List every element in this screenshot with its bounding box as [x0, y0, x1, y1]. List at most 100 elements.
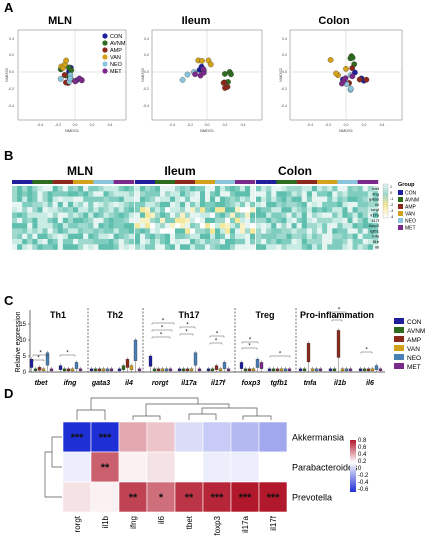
box	[378, 368, 383, 372]
heatmap-cell	[37, 186, 43, 192]
heatmap-cell	[301, 201, 308, 208]
box	[275, 368, 280, 372]
heatmap-cell	[301, 191, 308, 197]
heatmap-cell	[185, 217, 191, 224]
heatmap-cell	[190, 207, 196, 213]
heatmap-cell	[135, 201, 141, 208]
heatmap-cell	[113, 201, 119, 208]
heatmap-cell	[296, 223, 302, 229]
box	[181, 368, 186, 372]
heatmap-cell	[150, 228, 156, 234]
heatmap-cell	[83, 191, 89, 197]
heatmap-cell	[17, 212, 23, 218]
group-bar-cell	[327, 180, 333, 184]
heatmap-cell	[175, 217, 181, 224]
group-legend-label: NEO	[405, 219, 416, 225]
heatmap-cell	[322, 207, 328, 213]
heatmap-cell	[145, 186, 151, 192]
heatmap-cell	[256, 201, 262, 208]
heatmap-cell	[311, 212, 318, 218]
gene-label: tbet	[35, 380, 49, 387]
heatmap-cell	[108, 212, 114, 218]
x-tick: 0.0	[205, 123, 210, 127]
heatmap-cell	[276, 223, 282, 229]
heatmap-cell	[342, 212, 348, 218]
heatmap-cell	[128, 244, 135, 250]
box	[137, 368, 142, 372]
heatmap-cell	[215, 212, 221, 218]
box	[259, 362, 264, 369]
heatmap-cell	[357, 196, 363, 203]
box	[318, 368, 323, 372]
category-title: Th17	[178, 310, 199, 320]
significance-bracket	[32, 354, 49, 357]
heatmap-cell	[190, 244, 196, 250]
heatmap-cell	[230, 207, 236, 213]
heatmap-cell	[261, 186, 267, 192]
group-bar-cell	[266, 180, 272, 184]
heatmap-cell	[342, 233, 348, 240]
heatmap-cell	[205, 233, 211, 240]
heatmap-cell	[12, 196, 18, 203]
heatmap-cell	[210, 244, 216, 250]
heatmap-cell	[286, 212, 292, 218]
box	[156, 368, 161, 372]
heatmap-cell	[352, 223, 358, 229]
heatmap-cell	[261, 196, 267, 203]
heatmap-cell	[93, 186, 99, 192]
heatmap-cell	[317, 207, 323, 213]
heatmap-cell	[93, 191, 99, 197]
heatmap-cell	[245, 186, 251, 192]
heatmap-cell	[118, 244, 125, 250]
legend-label: VAN	[110, 55, 121, 61]
heatmap-cell	[291, 186, 297, 192]
group-bar-cell	[301, 180, 308, 184]
significance-star: *	[248, 344, 251, 350]
group-bar-cell	[180, 180, 186, 184]
heatmap-cell	[240, 201, 246, 208]
heatmap-cell	[317, 186, 323, 192]
significance-bracket	[151, 336, 171, 339]
heatmap-cell	[12, 244, 18, 250]
heatmap-cell	[337, 196, 343, 203]
heatmap-cell	[180, 223, 186, 229]
heatmap-cell	[250, 233, 256, 240]
box	[189, 368, 194, 372]
heatmap-cell	[215, 196, 221, 203]
heatmap-cell	[205, 191, 211, 197]
heatmap-cell	[155, 191, 161, 197]
heatmap-cell	[190, 233, 196, 240]
y-axis-label: NMDS2	[278, 67, 283, 82]
sample-point	[222, 85, 228, 91]
significance-label: **	[129, 492, 138, 504]
heatmap-cell	[357, 228, 363, 234]
heatmap-cell	[113, 239, 119, 245]
sample-point	[67, 75, 74, 82]
x-tick: 0.2	[223, 123, 228, 127]
heatmap-cell	[347, 196, 353, 203]
heatmap-cell	[281, 207, 287, 213]
heatmap-cell	[12, 223, 18, 229]
heatmap-cell	[57, 186, 64, 192]
heatmap-cell	[357, 186, 363, 192]
heatmap-cell	[261, 228, 267, 234]
heatmap-cell	[311, 201, 318, 208]
group-bar-cell	[322, 180, 328, 184]
box	[336, 330, 341, 358]
heatmap-cell	[220, 239, 226, 245]
heatmap-cell	[123, 244, 130, 250]
heatmap-cell	[347, 207, 353, 213]
y-axis-label: Relative expression	[15, 311, 22, 372]
heatmap-cell	[98, 233, 104, 240]
heatmap-cell	[362, 244, 369, 250]
heatmap-cell	[322, 212, 328, 218]
sample-point	[78, 77, 85, 84]
heatmap-cell	[57, 228, 64, 234]
correlation-cell	[90, 451, 120, 483]
heatmap-cell	[78, 228, 84, 234]
x-axis-label: NMDS1	[200, 128, 215, 133]
heatmap-cell	[291, 212, 297, 218]
heatmap-cell	[78, 217, 84, 224]
x-tick: 0.0	[73, 123, 78, 127]
heatmap-cell	[32, 228, 38, 234]
